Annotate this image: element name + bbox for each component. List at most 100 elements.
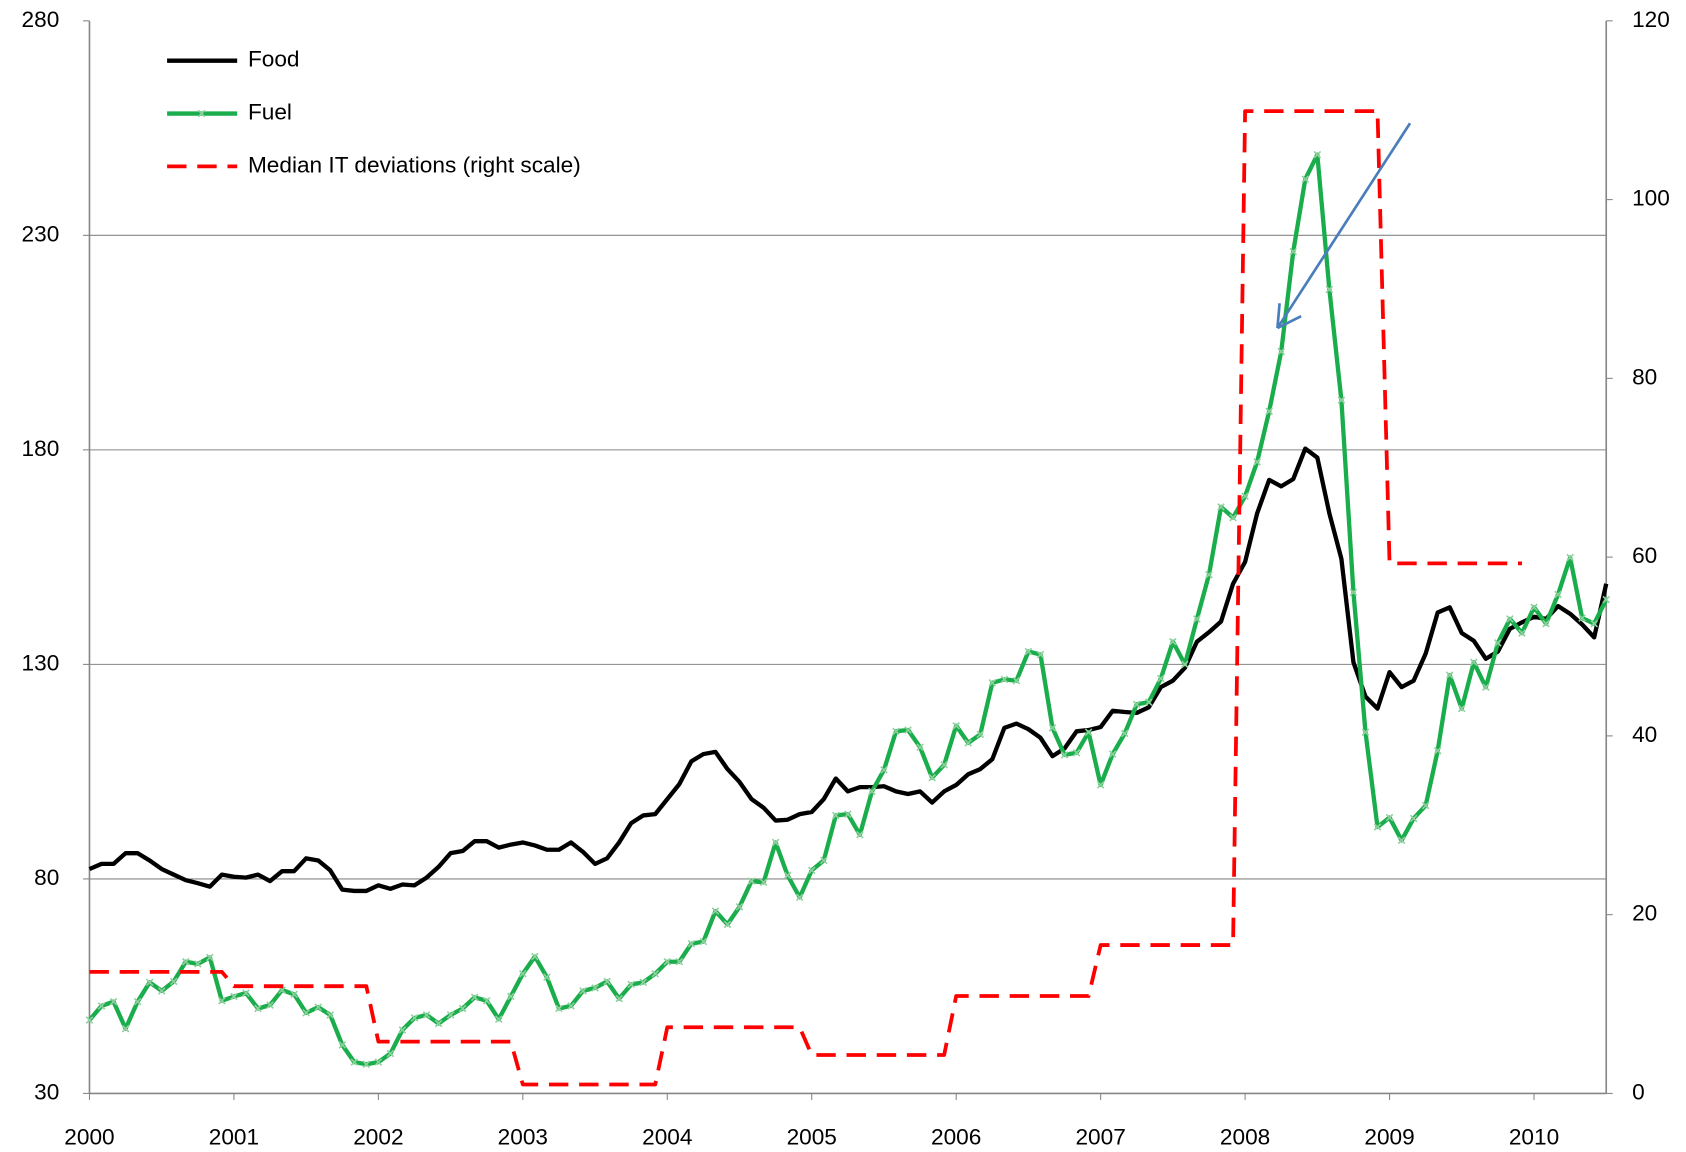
point-marker [85,1016,94,1024]
point-marker [1554,590,1562,599]
point-marker [470,993,479,1002]
point-marker [675,957,684,966]
point-marker [868,787,876,796]
point-marker [1060,751,1069,759]
point-marker [506,992,515,1001]
point-marker [133,997,142,1006]
legend-label: Median IT deviations (right scale) [248,152,581,177]
legend: Food Fuel Median IT deviations (right scal… [167,47,581,177]
point-marker [1337,396,1346,404]
point-marker [1325,285,1334,294]
point-marker [386,1049,395,1058]
grid [89,234,1607,880]
point-marker [181,957,190,966]
point-marker [1518,629,1526,637]
y-tick-label: 280 [22,7,60,32]
point-marker [916,743,924,752]
axes: 30 80 130 180 230 280 0 20 40 60 80 100 120 2000 2001 2… [22,7,1670,1150]
point-marker [1409,814,1418,823]
point-marker [1181,660,1189,669]
y2-tick-label: 120 [1632,7,1670,32]
point-marker [1457,704,1466,713]
x-tick-label: 2003 [498,1125,548,1150]
point-marker [1253,458,1261,466]
point-marker [1578,614,1586,622]
point-marker [1542,619,1550,628]
point-marker [1301,175,1310,183]
point-marker [1217,503,1225,511]
point-marker [1157,674,1165,683]
point-marker [1012,676,1021,685]
x-tick-label: 2006 [931,1125,981,1150]
plot-area [85,109,1611,1087]
point-marker [1000,675,1009,684]
point-marker [747,877,756,885]
point-marker [422,1011,431,1019]
point-marker [266,1001,274,1009]
point-marker [651,969,660,978]
point-marker [880,766,888,774]
legend-marker [197,109,206,118]
series-line [89,109,1522,1087]
point-marker [771,838,780,847]
series-line [87,152,1609,1067]
point-marker [1566,553,1574,562]
point-marker [1506,615,1514,623]
point-marker [940,760,948,769]
point-marker [603,977,611,986]
point-marker [663,957,672,966]
point-marker [206,953,214,962]
point-marker [807,866,816,875]
point-marker [410,1014,419,1022]
point-marker [531,952,539,961]
point-marker [1265,407,1273,416]
legend-label: Food [248,47,300,72]
point-marker [928,773,936,782]
point-marker [1289,247,1298,256]
y-tick-label: 80 [34,865,59,890]
x-tick-label: 2010 [1509,1125,1559,1150]
point-marker [1385,813,1394,822]
point-marker [374,1058,383,1066]
point-marker [1373,823,1382,831]
x-tick-label: 2007 [1075,1125,1125,1150]
point-marker [1205,570,1213,579]
point-marker [1169,637,1177,646]
point-marker [976,730,985,739]
point-marker [711,907,720,915]
x-tick-label: 2005 [787,1125,837,1150]
point-marker [723,920,732,929]
point-marker [97,1002,106,1010]
y2-tick-label: 40 [1632,722,1657,747]
point-marker [434,1019,443,1028]
point-marker [1590,619,1598,628]
point-marker [194,960,202,968]
point-marker [615,994,623,1003]
point-marker [1024,647,1033,656]
point-marker [567,1002,575,1010]
point-marker [1470,658,1478,667]
point-marker [1397,836,1406,845]
point-marker [350,1058,359,1066]
point-marker [1313,150,1322,159]
x-tick-label: 2004 [642,1125,692,1150]
y2-tick-label: 0 [1632,1079,1645,1104]
point-marker [1048,724,1057,732]
y-tick-label: 130 [22,650,60,675]
y-tick-label: 230 [22,221,60,246]
point-marker [109,997,118,1006]
point-marker [362,1060,371,1069]
point-marker [1193,615,1201,623]
point-marker [964,739,973,747]
point-marker [458,1004,467,1013]
y2-tick-label: 100 [1632,186,1670,211]
point-marker [844,810,852,818]
point-marker [254,1004,262,1013]
point-marker [314,1003,322,1012]
point-marker [904,726,912,734]
point-marker [1602,595,1611,604]
x-tick-label: 2000 [64,1125,114,1150]
point-marker [242,989,250,997]
